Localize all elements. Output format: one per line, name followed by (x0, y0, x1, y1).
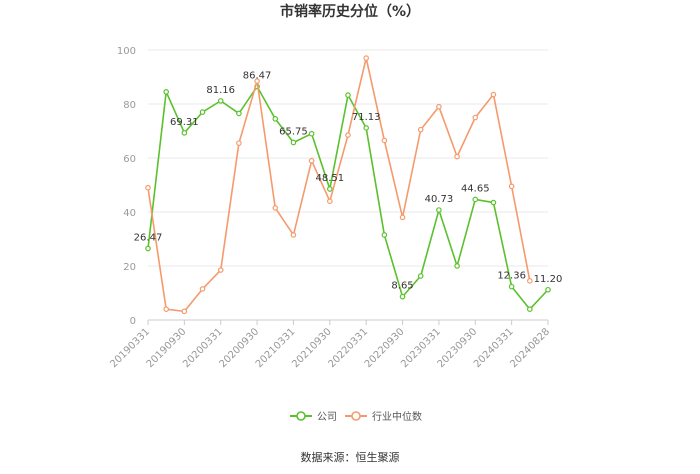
x-axis: 2019033120190930202003312020093020210331… (108, 319, 552, 370)
data-label: 26.47 (134, 233, 163, 244)
data-point (508, 183, 515, 190)
data-point (545, 286, 551, 293)
data-point (399, 293, 406, 300)
data-point (145, 184, 151, 191)
data-label: 71.13 (352, 112, 381, 123)
data-point (236, 110, 242, 117)
data-point (254, 78, 260, 84)
data-point (181, 308, 188, 315)
data-point (436, 207, 442, 213)
data-point (527, 278, 533, 284)
y-tick-label: 100 (117, 46, 136, 57)
data-point (381, 137, 388, 144)
data-point (436, 103, 442, 110)
series-line (147, 57, 531, 313)
data-label: 48.51 (315, 173, 344, 184)
data-point (363, 55, 369, 61)
data-point (454, 263, 460, 269)
data-point (199, 109, 206, 115)
data-point (399, 214, 406, 221)
data-point (217, 267, 224, 273)
data-point (508, 283, 515, 290)
data-point (490, 199, 497, 206)
data-point (272, 205, 279, 211)
data-label: 86.47 (243, 71, 272, 82)
data-label: 69.31 (170, 117, 199, 128)
y-tick-label: 80 (123, 100, 136, 111)
chart-title: 市销率历史分位（%） (280, 3, 420, 20)
data-label: 40.73 (425, 194, 454, 205)
data-point (290, 232, 297, 238)
data-point (199, 286, 206, 292)
data-point (345, 92, 351, 98)
legend-swatch-marker (296, 411, 306, 421)
y-axis: 0 20 40 60 80 100 (117, 46, 136, 327)
y-tick-label: 40 (123, 208, 136, 219)
data-label: 44.65 (461, 183, 490, 194)
legend-swatch-marker (351, 411, 361, 421)
data-label: 12.36 (497, 271, 526, 282)
data-point (417, 273, 424, 279)
series-0 (145, 83, 551, 313)
series-layer (145, 55, 551, 315)
y-tick-label: 0 (130, 316, 136, 327)
legend: 公司 行业中位数 (290, 410, 422, 423)
data-point (327, 198, 333, 205)
y-tick-label: 60 (123, 154, 136, 165)
data-point (181, 130, 188, 136)
data-label: 81.16 (206, 85, 235, 96)
x-tick-label: 20240828 (508, 326, 552, 370)
legend-item-0: 公司 (290, 411, 337, 423)
data-labels: 26.47 69.31 81.16 86.47 65.75 48.51 71.13 8.65 4… (134, 71, 563, 292)
data-point (363, 125, 369, 131)
data-point (472, 196, 479, 203)
data-point (327, 186, 333, 192)
y-tick-label: 20 (123, 262, 136, 273)
data-point (145, 245, 151, 252)
legend-item-1: 行业中位数 (345, 410, 422, 423)
legend-label: 公司 (317, 412, 337, 423)
data-point (417, 126, 424, 133)
data-label: 65.75 (279, 126, 308, 137)
data-point (345, 132, 351, 138)
data-point (308, 157, 315, 164)
data-label: 11.20 (534, 274, 563, 285)
series-line (147, 85, 549, 310)
data-source: 数据来源：恒生聚源 (301, 450, 400, 464)
data-point (490, 91, 497, 98)
data-point (272, 116, 279, 122)
data-point (308, 130, 315, 137)
data-point (381, 232, 388, 238)
series-1 (145, 55, 533, 315)
data-point (290, 139, 297, 146)
data-point (236, 140, 242, 146)
data-point (527, 306, 533, 313)
data-point (163, 306, 169, 313)
data-point (163, 89, 169, 95)
data-point (217, 98, 224, 104)
legend-label: 行业中位数 (372, 410, 422, 423)
data-point (472, 114, 479, 121)
data-label: 8.65 (391, 281, 413, 292)
data-point (454, 153, 460, 160)
